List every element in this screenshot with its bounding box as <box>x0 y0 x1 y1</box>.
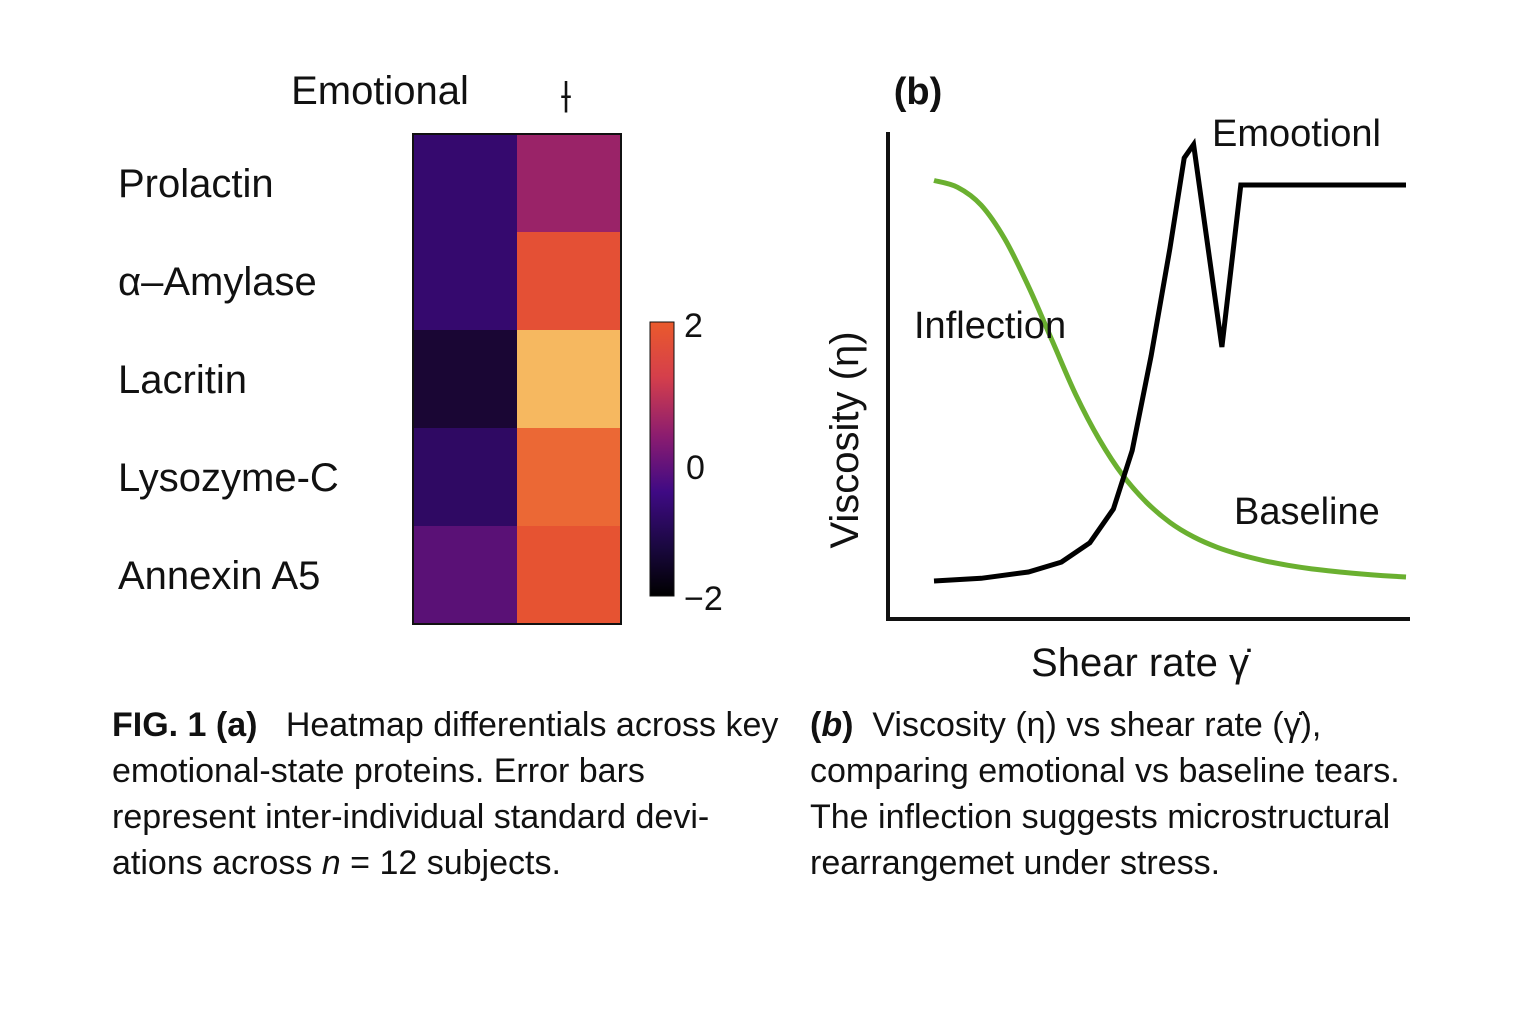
colorbar-tick-zero: 0 <box>686 449 705 487</box>
caption-b: (b) Viscosity (η) vs shear rate (γ̇), co… <box>810 702 1430 886</box>
line-series-group <box>933 137 1407 584</box>
heatmap-cell <box>413 428 517 526</box>
heatmap-frame <box>412 133 622 625</box>
heatmap-cell <box>413 526 517 624</box>
heatmap-row-label: Lacritin <box>118 358 247 402</box>
panel-b-line-chart: (b) Emootionl Inflection Baseline Viscos… <box>823 71 1410 685</box>
caption-b-label-open: ( <box>810 706 822 744</box>
colorbar-tick-min: −2 <box>684 580 723 618</box>
x-axis-label: Shear rate γ̇ <box>1031 641 1251 685</box>
panel-b-label: (b) <box>894 71 943 113</box>
heatmap-cell <box>517 428 621 526</box>
heatmap-cell <box>413 134 517 232</box>
line-series-emotional <box>933 137 1406 584</box>
caption-b-text: Viscosity (η) vs shear rate (γ̇), compar… <box>810 706 1400 882</box>
y-axis-label: Viscosity (η) <box>823 331 867 548</box>
heatmap-cell <box>413 330 517 428</box>
caption-a-label: FIG. 1 (a) <box>112 706 258 744</box>
line-series-baseline <box>933 178 1407 580</box>
caption-a: FIG. 1 (a) Heatmap differentials across … <box>112 702 792 886</box>
annotation-emotional: Emootionl <box>1212 113 1381 155</box>
caption-a-n-symbol: n <box>321 844 341 882</box>
heatmap-column-header: Emotional <box>291 69 469 113</box>
caption-a-text: Heatmap differentials across key emotion… <box>112 706 779 882</box>
heatmap-cell <box>517 232 621 330</box>
annotation-baseline: Baseline <box>1234 491 1380 533</box>
heatmap-cells <box>413 134 621 624</box>
caption-a-text-end: = 12 subjects. <box>350 844 561 882</box>
panel-a-heatmap: Emotional ⟊ Prolactin α–Amylase Lacritin Ly… <box>118 69 723 625</box>
annotation-inflection: Inflection <box>914 305 1066 347</box>
heatmap-row-label: Lysozyme-C <box>118 456 339 500</box>
heatmap-cell <box>517 526 621 624</box>
heatmap-column-marker: ⟊ <box>560 69 572 123</box>
heatmap-cell <box>517 330 621 428</box>
colorbar <box>649 321 675 597</box>
heatmap-cell <box>413 232 517 330</box>
heatmap-cell <box>517 134 621 232</box>
heatmap-row-label: α–Amylase <box>118 260 317 304</box>
heatmap-row-label: Prolactin <box>118 162 274 206</box>
colorbar-tick-max: 2 <box>684 307 703 345</box>
heatmap-row-label: Annexin A5 <box>118 554 320 598</box>
heatmap-row-labels: Prolactin α–Amylase Lacritin Lysozyme-C Anne… <box>118 162 339 598</box>
caption-b-label-close: ) <box>842 706 854 744</box>
caption-b-label-letter: b <box>821 706 843 744</box>
